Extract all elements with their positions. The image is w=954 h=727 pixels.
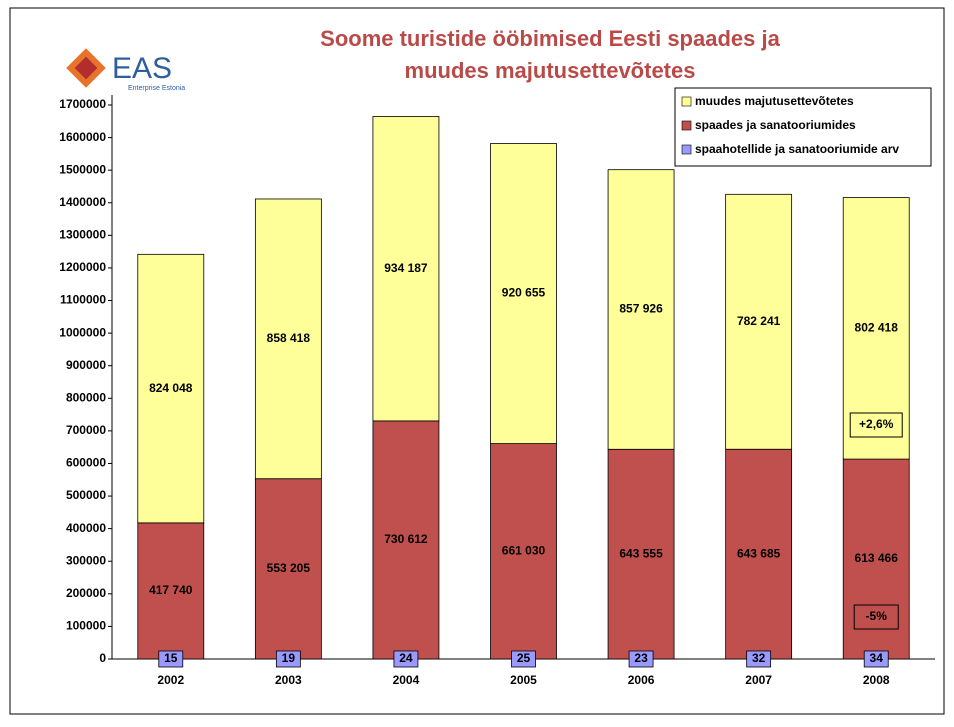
y-tick-label: 1400000 (59, 195, 106, 209)
bar-segment (254, 478, 322, 660)
y-tick-label: 1200000 (59, 260, 106, 274)
count-label: 23 (634, 651, 648, 665)
count-label: 19 (282, 651, 296, 665)
bar-segment (137, 253, 205, 524)
y-tick-label: 300000 (66, 553, 106, 567)
x-tick-label: 2004 (393, 673, 420, 687)
count-box (746, 650, 772, 668)
value-label: 858 418 (267, 331, 311, 345)
value-label: 661 030 (502, 543, 546, 557)
legend-swatch (681, 120, 692, 131)
y-tick-label: 900000 (66, 358, 106, 372)
bar-segment (607, 169, 675, 450)
count-label: 25 (517, 651, 531, 665)
x-tick-label: 2005 (510, 673, 537, 687)
bar-segment (725, 193, 793, 450)
value-label: 857 926 (619, 302, 663, 316)
count-box (863, 650, 889, 668)
legend-box (674, 87, 932, 167)
value-label: 643 555 (619, 546, 663, 560)
value-label: 934 187 (384, 261, 428, 275)
logo-text: EAS (112, 52, 172, 85)
y-tick-label: 1000000 (59, 325, 106, 339)
x-tick-label: 2006 (628, 673, 655, 687)
x-tick-label: 2007 (745, 673, 772, 687)
value-label: 730 612 (384, 532, 428, 546)
y-tick-label: 1500000 (59, 162, 106, 176)
count-label: 32 (752, 651, 766, 665)
count-box (158, 650, 184, 668)
y-tick-label: 700000 (66, 423, 106, 437)
count-box (275, 650, 301, 668)
legend-label: spaahotellide ja sanatooriumide arv (695, 142, 899, 156)
y-tick-label: 1100000 (60, 293, 106, 307)
y-tick-label: 1700000 (59, 97, 106, 111)
bar-segment (607, 448, 675, 660)
chart-title: Soome turistide ööbimised Eesti spaades … (320, 26, 780, 83)
y-tick-label: 200000 (66, 586, 106, 600)
count-label: 24 (399, 651, 413, 665)
legend-swatch (681, 144, 692, 155)
annotation: -5% (866, 609, 888, 623)
y-tick-label: 800000 (66, 390, 106, 404)
bar-segment (254, 198, 322, 480)
logo-subtitle: Enterprise Estonia (128, 85, 185, 92)
value-label: 643 685 (737, 546, 781, 560)
legend-swatch (681, 96, 692, 107)
count-label: 15 (164, 651, 178, 665)
annotation-box (849, 412, 903, 438)
value-label: 417 740 (149, 583, 193, 597)
legend-label: muudes majutusettevõtetes (695, 94, 854, 108)
x-tick-label: 2008 (863, 673, 890, 687)
y-tick-label: 1300000 (59, 228, 106, 242)
bar-segment (842, 197, 910, 460)
value-label: 824 048 (149, 381, 193, 395)
x-tick-label: 2002 (157, 673, 184, 687)
bar-segment (372, 116, 440, 422)
count-label: 34 (870, 651, 884, 665)
value-label: 553 205 (267, 561, 311, 575)
count-box (511, 650, 536, 668)
annotation-box (853, 604, 899, 630)
x-tick-label: 2003 (275, 673, 302, 687)
y-tick-label: 0 (99, 651, 106, 665)
value-label: 802 418 (855, 321, 899, 335)
y-tick-label: 1600000 (59, 130, 106, 144)
y-tick-label: 500000 (66, 488, 106, 502)
y-tick-label: 400000 (66, 521, 106, 535)
bar-segment (725, 448, 793, 660)
value-label: 782 241 (737, 314, 781, 328)
bar-segment (137, 522, 205, 660)
count-box (393, 650, 419, 668)
bar-segment (372, 420, 440, 660)
y-tick-label: 100000 (66, 619, 106, 633)
annotation: +2,6% (859, 417, 894, 431)
y-tick-label: 600000 (66, 456, 106, 470)
count-box (628, 650, 654, 668)
legend-label: spaades ja sanatooriumides (695, 118, 856, 132)
value-label: 920 655 (502, 286, 546, 300)
value-label: 613 466 (855, 551, 899, 565)
bar-segment (490, 143, 557, 444)
